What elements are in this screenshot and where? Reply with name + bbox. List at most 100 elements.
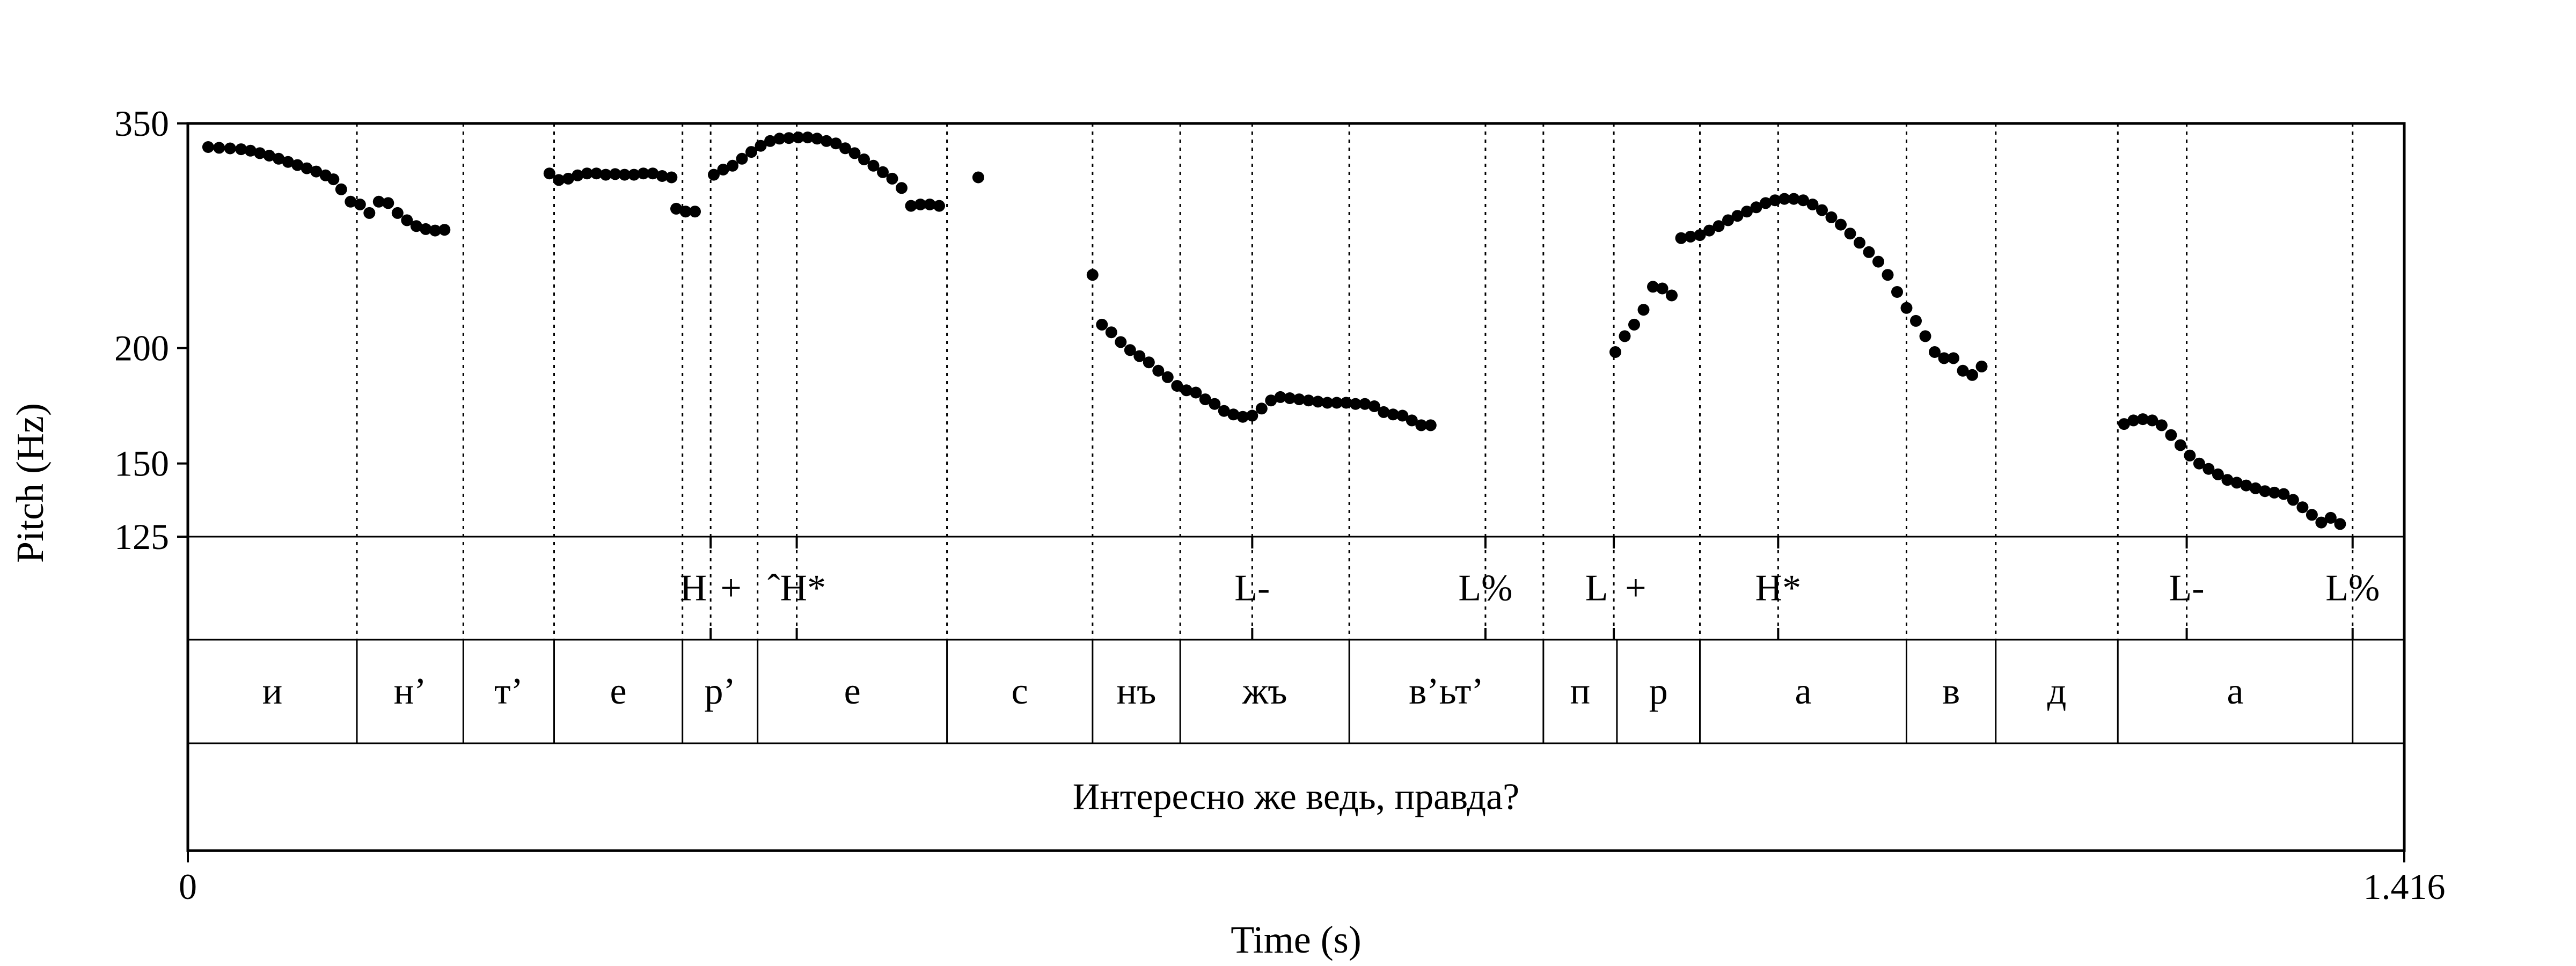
pitch-point bbox=[1628, 318, 1640, 331]
pitch-point bbox=[310, 165, 323, 178]
y-axis-title: Pitch (Hz) bbox=[9, 403, 52, 563]
pitch-point bbox=[1882, 269, 1894, 281]
pitch-point bbox=[1656, 282, 1668, 295]
segment-label: а bbox=[2227, 671, 2243, 712]
pitch-point bbox=[811, 133, 823, 145]
pitch-point bbox=[1609, 346, 1621, 358]
pitch-point bbox=[830, 137, 842, 150]
pitch-point bbox=[2315, 516, 2328, 529]
pitch-point bbox=[1797, 194, 1809, 207]
pitch-point bbox=[679, 206, 692, 218]
pitch-point bbox=[933, 200, 945, 212]
pitch-point bbox=[1236, 411, 1249, 423]
pitch-point bbox=[590, 167, 603, 180]
segment-label: и bbox=[262, 671, 282, 712]
segment-tier: и н’ т’ е р’ е с нъ жъ в’ьт’ п р а в д а bbox=[262, 640, 2354, 743]
pitch-point bbox=[2249, 482, 2262, 494]
pitch-point bbox=[637, 167, 649, 180]
segment-label: т’ bbox=[494, 671, 523, 712]
pitch-point bbox=[2240, 479, 2252, 492]
pitch-point bbox=[410, 220, 422, 232]
segment-label: н’ bbox=[394, 671, 427, 712]
pitch-point bbox=[1152, 364, 1165, 377]
pitch-point bbox=[2127, 414, 2140, 427]
pitch-point bbox=[1910, 314, 1922, 327]
pitch-point bbox=[224, 142, 236, 155]
pitch-point bbox=[877, 166, 889, 178]
segment-label: нъ bbox=[1117, 671, 1157, 712]
pitch-point bbox=[572, 169, 584, 181]
pitch-point bbox=[363, 207, 376, 219]
pitch-points bbox=[202, 131, 2346, 530]
y-axis-ticks: 125 150 200 350 bbox=[114, 103, 188, 557]
pitch-point bbox=[1844, 228, 1856, 240]
pitch-point bbox=[2212, 468, 2224, 480]
pitch-point bbox=[213, 142, 225, 154]
pitch-point bbox=[1246, 409, 1258, 422]
pitch-point bbox=[783, 132, 795, 144]
tone-label: ˆH* bbox=[767, 568, 826, 609]
pitch-point bbox=[553, 174, 565, 186]
pitch-point bbox=[1647, 281, 1659, 293]
segment-label: е bbox=[844, 671, 861, 712]
pitch-point bbox=[2324, 511, 2337, 524]
pitch-point bbox=[2296, 501, 2309, 514]
pitch-point bbox=[1359, 398, 1371, 410]
pitch-point bbox=[1265, 394, 1277, 407]
pitch-point bbox=[1731, 210, 1744, 222]
pitch-point bbox=[1086, 269, 1099, 281]
pitch-point bbox=[2278, 488, 2290, 500]
segment-label: с bbox=[1012, 671, 1028, 712]
pitch-point bbox=[1750, 201, 1762, 214]
pitch-point bbox=[335, 183, 347, 195]
pitch-point bbox=[670, 202, 682, 215]
pitch-point bbox=[1133, 350, 1146, 362]
pitch-point bbox=[1330, 397, 1343, 409]
pitch-point bbox=[1387, 408, 1399, 421]
pitch-point bbox=[1966, 369, 1978, 381]
pitch-point bbox=[914, 199, 926, 210]
pitch-point bbox=[282, 156, 294, 168]
pitch-point bbox=[1199, 393, 1211, 406]
pitch-point bbox=[1637, 304, 1650, 316]
pitch-point bbox=[382, 197, 394, 209]
pitch-point bbox=[858, 153, 870, 165]
pitch-point bbox=[745, 146, 757, 158]
x-tick-label-end: 1.416 bbox=[2363, 866, 2446, 907]
pitch-point bbox=[2202, 463, 2215, 475]
pitch-point bbox=[2155, 419, 2168, 431]
tone-label: + bbox=[1625, 568, 1646, 609]
pitch-point bbox=[244, 144, 257, 157]
pitch-point bbox=[1312, 396, 1324, 408]
pitch-point bbox=[2287, 494, 2299, 506]
pitch-point bbox=[656, 170, 668, 182]
pitch-point bbox=[1854, 237, 1865, 249]
pitch-point bbox=[792, 131, 804, 144]
pitch-point bbox=[1424, 419, 1437, 431]
tone-tier: H + ˆH* L- L% L + H* L- L% bbox=[680, 537, 2380, 640]
pitch-point bbox=[1378, 406, 1390, 418]
pitch-point bbox=[1340, 397, 1352, 409]
pitch-point bbox=[867, 159, 880, 172]
pitch-point bbox=[291, 159, 304, 171]
pitch-point bbox=[1218, 405, 1230, 417]
pitch-point bbox=[972, 171, 984, 184]
pitch-point bbox=[2221, 474, 2234, 486]
pitch-point bbox=[1891, 286, 1903, 298]
segment-label: е bbox=[610, 671, 627, 712]
pitch-point bbox=[420, 223, 432, 235]
pitch-point bbox=[1694, 229, 1706, 241]
y-tick-label-125: 125 bbox=[114, 516, 169, 557]
pitch-point bbox=[1675, 232, 1687, 244]
pitch-point bbox=[2306, 509, 2318, 521]
pitch-point bbox=[1171, 380, 1183, 392]
pitch-point bbox=[1274, 391, 1286, 403]
pitch-point bbox=[581, 167, 593, 180]
pitch-point bbox=[1760, 197, 1772, 209]
pitch-point bbox=[202, 141, 214, 153]
pitch-point bbox=[1143, 356, 1155, 369]
segment-label: п bbox=[1570, 671, 1590, 712]
pitch-point bbox=[647, 167, 659, 180]
pitch-point bbox=[1255, 402, 1268, 415]
